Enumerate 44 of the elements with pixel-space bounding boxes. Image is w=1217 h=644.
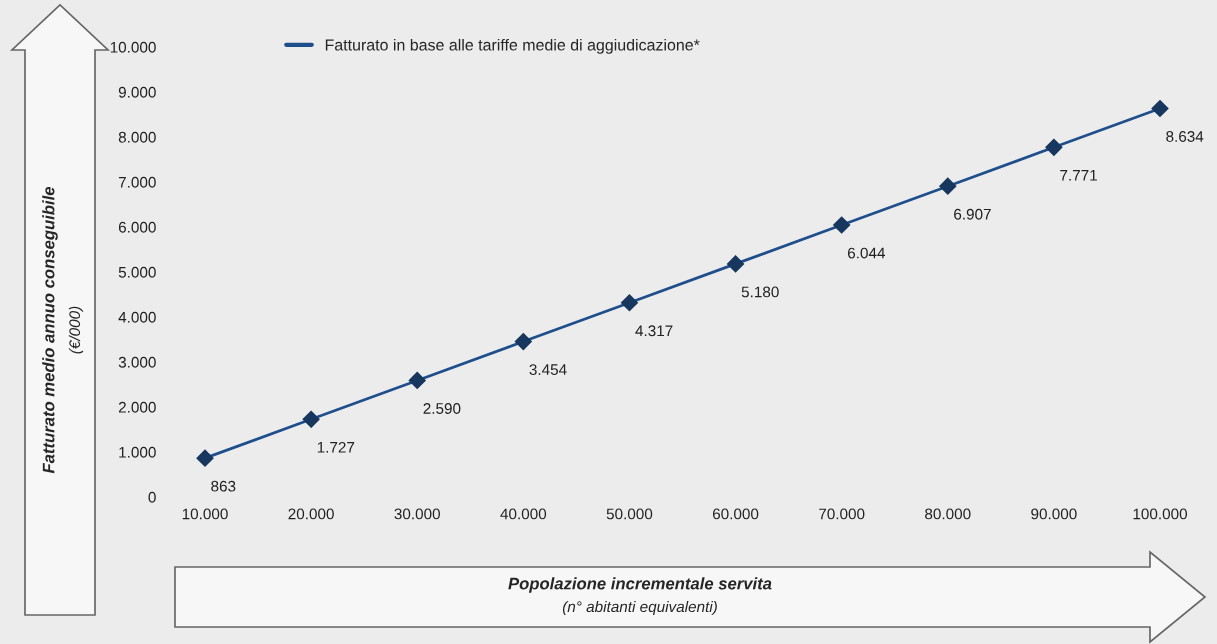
data-label: 7.771: [1060, 170, 1097, 181]
x-axis-title: Popolazione incrementale servita (n° abitanti equivalenti): [508, 577, 772, 616]
y-tick-label: 1.000: [119, 446, 156, 458]
x-tick-label: 20.000: [288, 508, 334, 520]
x-tick-label: 50.000: [606, 508, 653, 520]
data-label: 3.454: [529, 364, 567, 376]
x-tick-label: 60.000: [712, 508, 759, 520]
x-tick-label: 80.000: [925, 508, 971, 520]
point: [727, 255, 745, 273]
data-label: 6.907: [954, 208, 991, 220]
data-label: 6.044: [848, 247, 886, 259]
point: [833, 216, 851, 234]
y-tick-label: 3.000: [118, 356, 156, 368]
data-label: 863: [211, 480, 236, 492]
point: [939, 177, 957, 195]
data-label: 1.727: [317, 441, 355, 453]
data-label: 2.590: [423, 403, 461, 414]
x-tick-label: 100.000: [1133, 508, 1188, 520]
y-axis-title: Fatturato medio annuo conseguibile (€/000): [42, 186, 84, 474]
y-tick-label: 0: [148, 491, 156, 503]
data-label: 5.180: [741, 286, 779, 298]
point: [514, 333, 532, 351]
data-label: 4.317: [635, 325, 673, 337]
y-tick-label: 6.000: [118, 221, 156, 233]
point: [1151, 99, 1169, 118]
x-tick-label: 40.000: [500, 508, 547, 520]
x-tick-label: 90.000: [1031, 508, 1077, 520]
point: [1045, 138, 1063, 156]
x-tick-label: 30.000: [394, 508, 440, 520]
legend-label: Fatturato in base alle tariffe medie di aggiudicazione*: [325, 38, 700, 54]
y-tick-label: 5.000: [118, 266, 156, 278]
x-tick-label: 70.000: [819, 508, 865, 520]
y-tick-label: 7.000: [118, 176, 156, 188]
y-tick-label: 9.000: [118, 86, 156, 98]
point: [302, 410, 320, 428]
y-tick-label: 2.000: [118, 401, 156, 413]
point: [196, 449, 214, 467]
point: [408, 371, 426, 390]
y-tick-label: 4.000: [118, 311, 156, 323]
point: [620, 294, 638, 312]
x-tick-label: 10.000: [182, 508, 228, 520]
y-tick-label: 8.000: [118, 131, 156, 143]
data-label: 8.634: [1166, 131, 1204, 142]
y-tick-label: 10.000: [110, 41, 156, 53]
